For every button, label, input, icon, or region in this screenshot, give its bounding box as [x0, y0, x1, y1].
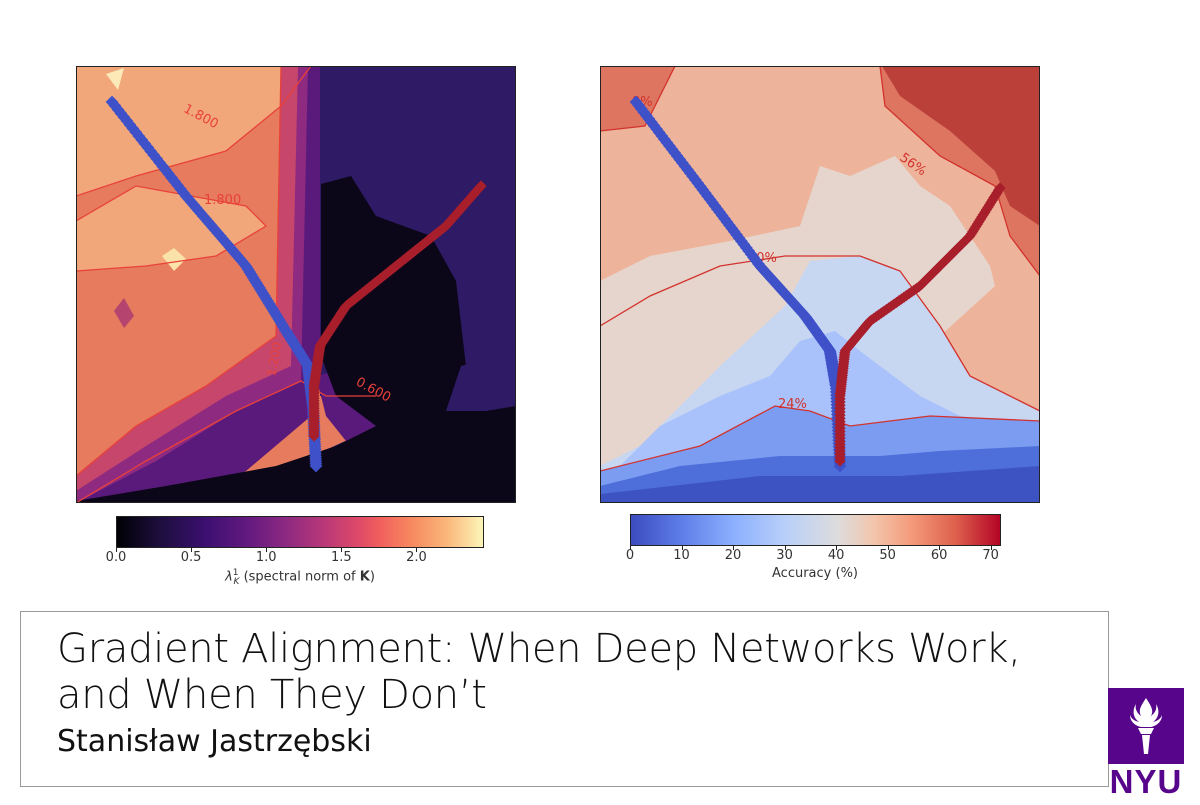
colorbar-tick-label: 2.0 [406, 550, 427, 565]
colorbar-tick-mark [630, 546, 631, 550]
colorbar-tick-label: 30 [776, 548, 793, 563]
region-right-purple-lobe [446, 351, 516, 411]
spectral-norm-contour-svg: 1.800 1.800 1.200 0.600 [76, 66, 516, 503]
contour-label-3: 1.200 [264, 341, 284, 377]
region-low-spot [114, 298, 134, 328]
nyu-logo-text: NYU [1109, 763, 1183, 800]
red-trajectory-right [834, 182, 1006, 467]
colorbar-tick-mark [681, 546, 683, 550]
colorbar-tick-label: 40 [827, 548, 845, 563]
red-trajectory-left [308, 180, 487, 442]
region-top-left-high [76, 66, 311, 196]
plot-frame-left [76, 66, 516, 503]
colorbar-tick-mark [990, 546, 992, 550]
colorbar-tick-mark [887, 546, 889, 550]
accuracy-contour-plot: 8% 56% 40% 24% [600, 66, 1040, 503]
region-acc-64 [882, 66, 1040, 226]
colorbar-accuracy [630, 514, 1001, 546]
contour-line-acc-56-left [600, 66, 676, 132]
colorbar-tick-mark [116, 548, 117, 552]
contour-line-0-6 [76, 380, 376, 503]
blue-trajectory-marker [309, 459, 323, 473]
contour-line-1-8-top [76, 66, 312, 197]
contour-line-acc-40 [600, 255, 1040, 412]
nyu-logo: NYU [1108, 688, 1184, 802]
region-acc-0 [600, 466, 1040, 503]
contour-line-acc-56 [879, 66, 1040, 277]
colorbar-tick-mark [784, 546, 786, 550]
lambda-symbol: λ [225, 569, 233, 585]
colorbar-tick-label: 1.5 [330, 550, 352, 565]
colorbar-tick-label: 10 [673, 548, 690, 563]
slide-title-line-2: and When They Don’t [57, 672, 487, 718]
region-top-peak [106, 68, 124, 90]
colorbar-tick-mark [341, 548, 343, 552]
plot-frame-right [600, 66, 1040, 503]
slide-title-line-1: Gradient Alignment: When Deep Networks W… [57, 626, 1021, 672]
colorbar-tick-mark [939, 546, 941, 550]
colorbar-tick-label: 0 [625, 548, 635, 563]
contour-label-2: 1.800 [204, 193, 241, 208]
band-level-0-9 [76, 66, 324, 503]
colorbar-left-label-bold: K [359, 569, 370, 585]
contour-line-1-8-mid [76, 185, 268, 272]
colorbar-tick-label: 50 [879, 548, 896, 563]
colorbar-tick-label: 1.0 [255, 550, 277, 565]
colorbar-tick-label: 0.5 [180, 550, 202, 565]
red-trajectory-marker [834, 455, 846, 467]
colorbar-tick-label: 60 [930, 548, 948, 563]
torch-icon [1130, 698, 1162, 754]
accuracy-contour-svg: 8% 56% 40% 24% [600, 66, 1040, 503]
lambda-superscript: 1 [232, 568, 239, 578]
colorbar-left-label-end: ) [369, 569, 375, 585]
colorbar-tick-label: 70 [982, 548, 999, 563]
contour-line-acc-24 [600, 405, 1040, 472]
contour-line-1-2 [76, 66, 282, 477]
colorbar-right-label: Accuracy (%) [772, 566, 858, 581]
region-peak-diamond [162, 248, 186, 271]
colorbar-tick-mark [266, 548, 268, 552]
colorbar-left-label: λ1K (spectral norm of K) [225, 568, 375, 587]
colorbar-tick-label: 20 [724, 548, 742, 563]
slide-title-box: Gradient Alignment: When Deep Networks W… [20, 611, 1109, 787]
colorbar-tick-mark [836, 546, 838, 550]
colorbar-tick-mark [191, 548, 193, 552]
spectral-norm-contour-plot: 1.800 1.800 1.200 0.600 [76, 66, 516, 503]
colorbar-tick-mark [416, 548, 418, 552]
slide-author: Stanisław Jastrzębski [57, 724, 372, 759]
colorbar-left-label-text: (spectral norm of [239, 569, 360, 585]
region-mid-left-high [76, 186, 266, 271]
nyu-logo-box [1108, 688, 1184, 764]
colorbar-tick-label: 0.0 [105, 550, 127, 565]
red-trajectory-marker [308, 430, 320, 442]
contour-label-acc-4: 24% [778, 397, 807, 412]
colorbar-spectral-norm [116, 516, 484, 548]
lambda-subscript: K [233, 576, 240, 587]
colorbar-tick-mark [733, 546, 735, 550]
